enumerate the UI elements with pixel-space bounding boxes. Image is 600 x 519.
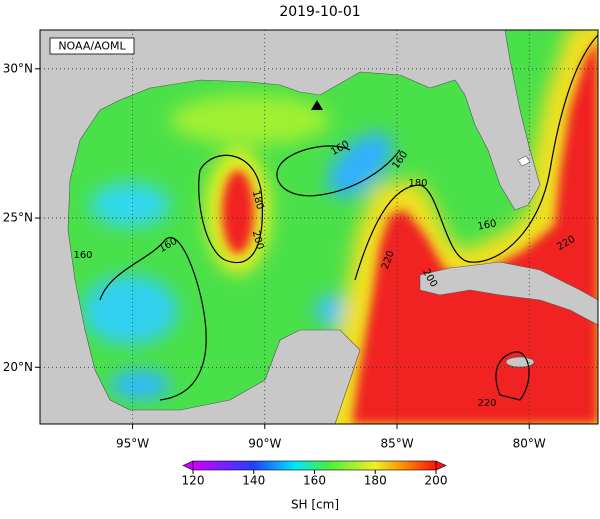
x-tick-label: 80°W — [513, 437, 546, 451]
x-tick-label: 85°W — [380, 437, 413, 451]
jamaica — [505, 356, 535, 368]
map-title: 2019-10-01 — [279, 4, 360, 20]
map-frame — [39, 29, 599, 425]
colorbar-tick-label: 160 — [303, 474, 326, 488]
contour-label: 180 — [408, 178, 427, 189]
colorbar-high-arrow — [435, 460, 447, 471]
axes: 95°W 90°W 85°W 80°W 20°N 25°N 30°N — [3, 61, 546, 450]
contour-label: 220 — [477, 398, 496, 409]
credit-box — [49, 37, 135, 55]
x-tick-label: 90°W — [248, 437, 281, 451]
land — [40, 30, 541, 424]
contours — [99, 34, 598, 401]
sea-height-core — [222, 40, 598, 424]
y-tick-label: 25°N — [3, 211, 33, 225]
lake — [517, 155, 531, 167]
cuba — [419, 261, 598, 326]
colorbar-tick-label: 180 — [364, 474, 387, 488]
credit: NOAA/AOML — [58, 40, 126, 53]
colorbar-tick-label: 140 — [242, 474, 265, 488]
colorbar-tick-label: 120 — [182, 474, 205, 488]
colorbar-low-arrow — [182, 460, 194, 471]
colorbar-ramp — [192, 460, 437, 471]
contour-label: 160 — [73, 250, 92, 261]
contour-label: 180 — [250, 189, 266, 210]
station-marker — [311, 100, 323, 110]
y-tick-label: 20°N — [3, 360, 33, 374]
contour-label: 160 — [477, 218, 498, 232]
colorbar: 120 140 160 180 200 — [182, 460, 448, 488]
colorbar-label: SH [cm] — [291, 498, 339, 512]
colorbar-tick-label: 200 — [425, 474, 448, 488]
graticule — [40, 30, 598, 424]
x-tick-label: 95°W — [116, 437, 149, 451]
y-tick-label: 30°N — [3, 61, 33, 75]
contour-label: 200 — [250, 229, 266, 250]
